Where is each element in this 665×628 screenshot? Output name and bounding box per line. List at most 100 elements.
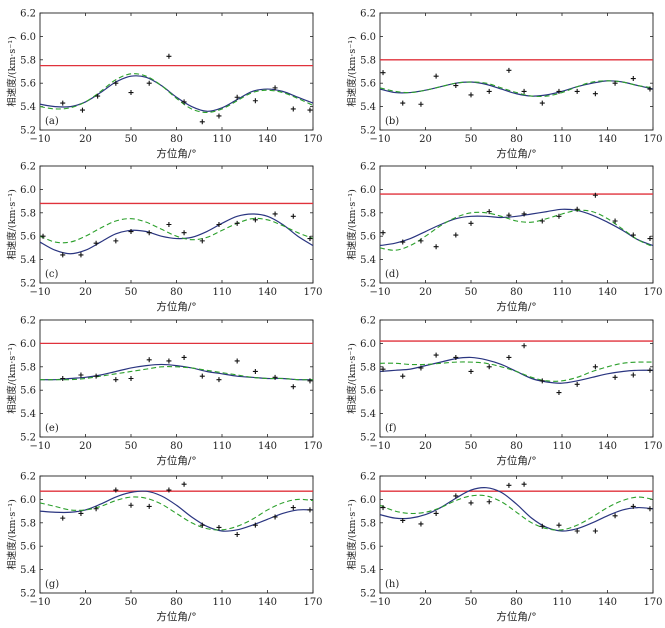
x-tick-label: 140: [598, 441, 617, 452]
series-4: 观测点: [380, 67, 653, 107]
data-point: [612, 513, 618, 519]
data-point: [79, 107, 85, 113]
y-tick-label: 5.4: [360, 102, 376, 113]
data-point: [128, 376, 134, 381]
data-point: [290, 505, 296, 511]
data-point: [60, 252, 66, 258]
data-point: [418, 101, 424, 107]
plot-frame: [39, 475, 314, 594]
chart-panel-7: −10 20 50 80 110 140 170 5.2 5.4 5.6 5.8 6.0 6.2 方位角/…: [6, 472, 323, 624]
data-point: [128, 502, 134, 508]
data-point: [216, 113, 222, 119]
x-axis-title: 方位角/°: [496, 454, 536, 467]
data-point: [647, 236, 653, 242]
series-1: 参考线: [40, 65, 313, 67]
y-tick-label: 6.0: [360, 339, 376, 350]
data-point: [216, 377, 222, 383]
x-tick-label: 110: [212, 287, 231, 298]
data-point: [181, 230, 187, 236]
y-tick-label: 5.8: [360, 208, 376, 219]
chart-panel-1: −10 20 50 80 110 140 170 5.2 5.4 5.6 5.8 6.0 6.2 方位角/…: [6, 9, 323, 161]
fit-curve-dashed: [379, 494, 654, 531]
x-tick-label: 170: [303, 441, 322, 452]
chart-panel-3: −10 20 50 80 110 140 170 5.2 5.4 5.6 5.8 6.0 6.2 方位角/…: [6, 162, 323, 314]
data-point: [290, 106, 296, 112]
data-point: [539, 218, 545, 224]
data-point: [60, 100, 66, 106]
data-point: [486, 209, 492, 215]
plot-frame: [39, 12, 314, 131]
data-point: [199, 522, 205, 528]
y-axis-title: 相速度/(km·s⁻¹): [6, 499, 18, 570]
series-name: 观测点: [306, 328, 309, 331]
data-point: [506, 67, 512, 73]
chart-panel-8: −10 20 50 80 110 140 170 5.2 5.4 5.6 5.8 6.0 6.2 方位角/…: [346, 472, 663, 624]
x-tick-label: 20: [419, 441, 432, 452]
x-axis-title: 方位角/°: [496, 147, 536, 160]
fit-curve-solid: [39, 213, 314, 255]
series-3: 拟合曲线(虚线): [40, 366, 314, 381]
data-point: [307, 236, 313, 242]
y-axis-title: 相速度/(km·s⁻¹): [6, 343, 18, 414]
x-tick-label: 110: [552, 287, 571, 298]
data-point: [539, 100, 545, 106]
data-point: [418, 365, 424, 371]
x-tick-label: 140: [258, 441, 277, 452]
y-tick-label: 6.2: [360, 162, 376, 173]
data-point: [506, 482, 512, 488]
data-point: [630, 76, 636, 82]
x-tick-label: −10: [369, 441, 390, 452]
data-point: [199, 119, 205, 125]
data-point: [539, 523, 545, 529]
chart-panel-2: −10 20 50 80 110 140 170 5.2 5.4 5.6 5.8 6.0 6.2 方位角/…: [346, 9, 663, 161]
data-point: [234, 358, 240, 364]
data-point: [521, 343, 527, 349]
y-tick-label: 5.6: [360, 79, 376, 90]
series-name: 观测点: [306, 21, 309, 24]
series-4: 观测点: [60, 481, 313, 537]
y-tick-label: 6.0: [20, 185, 36, 196]
panel-label: (g): [45, 579, 59, 590]
panel-label: (b): [385, 116, 399, 127]
x-tick-label: 80: [510, 287, 523, 298]
y-tick-label: 6.0: [360, 32, 376, 43]
data-point: [93, 373, 99, 379]
x-tick-label: 20: [419, 287, 432, 298]
y-tick-label: 5.2: [20, 126, 36, 137]
y-tick-label: 6.0: [360, 495, 376, 506]
panel-label: (h): [385, 579, 399, 590]
fit-curve-dashed: [379, 80, 654, 98]
fit-curve-solid: [379, 80, 654, 97]
y-tick-label: 5.2: [20, 589, 36, 600]
data-point: [647, 367, 653, 373]
data-point: [468, 92, 474, 98]
chart-panel-6: −10 20 50 80 110 140 170 5.2 5.4 5.6 5.8 6.0 6.2 方位角/…: [346, 316, 663, 468]
y-tick-label: 5.6: [360, 232, 376, 243]
series-4: 观测点: [380, 481, 653, 534]
data-point: [272, 85, 278, 91]
x-axis-title: 方位角/°: [156, 147, 196, 160]
data-point: [400, 373, 406, 379]
data-point: [630, 503, 636, 509]
data-point: [556, 390, 562, 396]
y-tick-label: 6.2: [20, 472, 36, 483]
x-tick-label: −10: [369, 287, 390, 298]
plot-frame: [379, 12, 654, 131]
data-point: [592, 91, 598, 97]
y-tick-label: 6.0: [20, 32, 36, 43]
chart-panel-5: −10 20 50 80 110 140 170 5.2 5.4 5.6 5.8 6.0 6.2 方位角/…: [6, 316, 323, 468]
x-tick-label: 110: [552, 597, 571, 608]
series-2: 拟合曲线: [379, 80, 654, 97]
series-2: 拟合曲线: [379, 356, 654, 384]
plot-frame: [379, 319, 654, 438]
data-point: [630, 372, 636, 378]
data-point: [307, 378, 313, 384]
y-tick-label: 6.2: [360, 316, 376, 327]
data-point: [181, 99, 187, 105]
x-tick-label: 140: [598, 597, 617, 608]
data-point: [166, 487, 172, 493]
data-point: [166, 358, 172, 364]
data-point: [380, 366, 386, 372]
series-1: 参考线: [40, 490, 313, 492]
series-name: 观测点: [646, 484, 649, 487]
